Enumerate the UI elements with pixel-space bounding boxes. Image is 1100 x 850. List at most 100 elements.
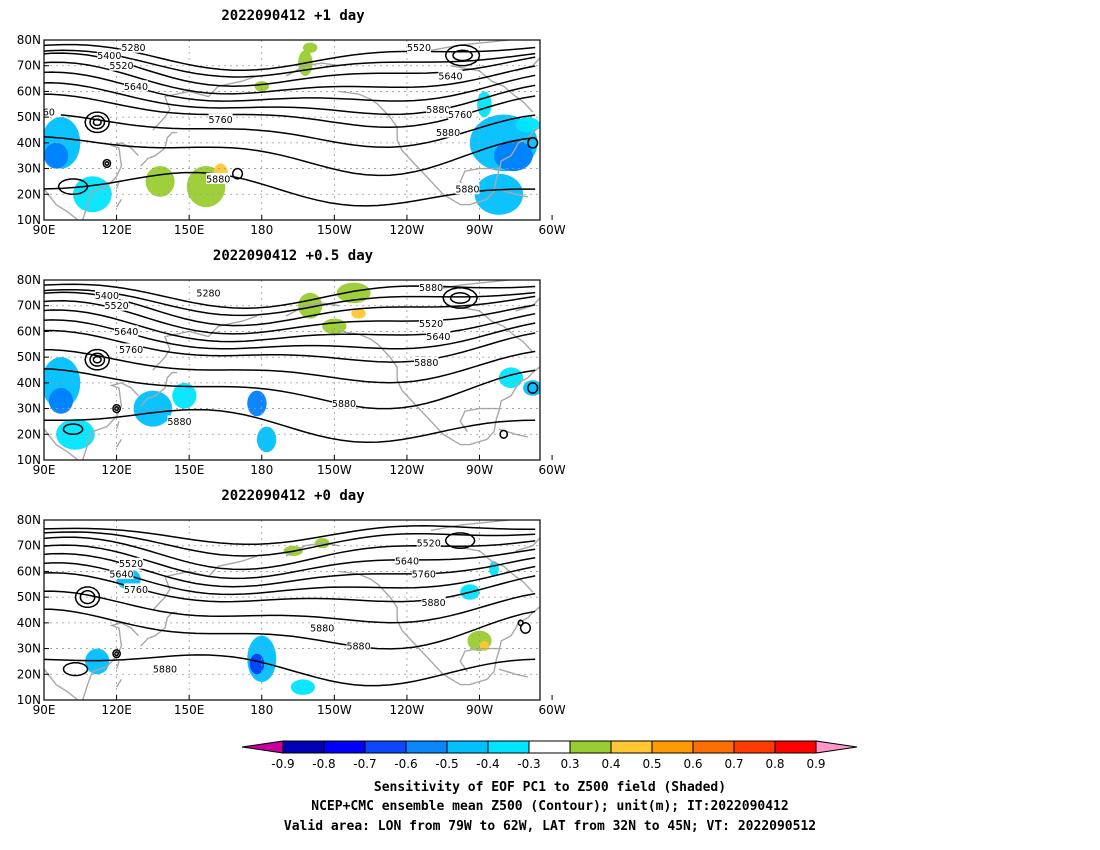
lon-tick-label: 120E [101, 223, 132, 237]
contour-line-15 [442, 287, 478, 309]
contour-label: 5880 [419, 283, 443, 294]
colorbar-tick-label: -0.4 [476, 757, 499, 771]
coast-segment-7 [339, 330, 498, 446]
contour-line-10 [84, 348, 111, 371]
contour-label-bg [419, 281, 444, 293]
lon-tick-label: 60W [539, 703, 566, 717]
map-panel-plus-0-5-day: 2022090412 +0.5 day 5400 5280 5520 5640 5760… [17, 248, 566, 477]
contour-line-16 [449, 292, 471, 304]
contour-label-bg [455, 183, 480, 195]
panel-title: 2022090412 +0 day [221, 488, 365, 504]
coast-segment-5 [116, 199, 122, 208]
lon-tick-label: 120W [390, 223, 425, 237]
contour-label-bg [421, 596, 446, 608]
lat-tick-label: 20N [17, 187, 41, 201]
coast-segment-0 [44, 668, 79, 700]
contour-label: 5880 [310, 624, 334, 635]
shade-blob-3 [249, 653, 265, 675]
colorbar-swatch [692, 740, 735, 754]
coast-segment-13 [430, 40, 509, 51]
lat-tick-label: 80N [17, 273, 41, 287]
contour-label: 5640 [438, 72, 462, 83]
contour-line-7 [44, 590, 536, 624]
coast-segment-13 [430, 280, 509, 291]
colorbar: -0.9 -0.8 -0.7 -0.6 -0.5 -0.4 -0.3 0.3 0.4 0.5 0.6… [241, 740, 858, 771]
contour-line-17 [527, 137, 539, 149]
lat-tick-label: 30N [17, 642, 41, 656]
contour-line-13 [114, 651, 120, 657]
shade-blob-8 [336, 282, 371, 304]
lon-tick-label: 90E [33, 463, 56, 477]
contour-line-6 [44, 329, 536, 363]
lat-tick-label: 80N [17, 33, 41, 47]
contour-label-bg [97, 49, 122, 61]
colorbar-swatch [651, 740, 694, 754]
contour-line-17 [527, 382, 539, 394]
z500-contours [44, 283, 539, 444]
lat-tick-label: 70N [17, 59, 41, 73]
coast-segment-12 [515, 536, 540, 552]
lon-tick-label: 150W [317, 703, 352, 717]
contour-line-18 [499, 429, 509, 439]
lat-tick-label: 60N [17, 84, 41, 98]
contour-label-bg [114, 325, 139, 337]
colorbar-tick-label: -0.6 [394, 757, 417, 771]
coast-segment-1 [82, 382, 139, 460]
map-frame [43, 519, 541, 701]
colorbar-swatch [528, 740, 571, 754]
coast-segment-8 [495, 365, 540, 420]
contour-label-bg [36, 106, 61, 117]
contour-label: 5760 [209, 115, 233, 126]
coast-segment-4 [115, 661, 120, 670]
contour-line-10 [84, 111, 111, 134]
colorbar-tick-label: -0.9 [271, 757, 294, 771]
contour-label: 5280 [196, 288, 220, 299]
contour-label-bg [123, 80, 148, 92]
contour-label: 5520 [407, 43, 431, 54]
contour-line-16 [517, 619, 524, 627]
coast-segment-1 [82, 622, 139, 700]
colorbar-right-arrow [815, 740, 858, 754]
panel-title: 2022090412 +0.5 day [213, 248, 374, 264]
colorbar-tick-label: -0.3 [517, 757, 540, 771]
contour-label: 5880 [153, 665, 177, 676]
shade-blob-13 [477, 91, 492, 118]
contour-label-bg [196, 286, 221, 298]
shade-blob-5 [247, 390, 267, 417]
shade-blob-11 [474, 173, 524, 215]
contour-label-bg [104, 299, 129, 311]
contour-line-9 [44, 654, 536, 687]
contour-label-bg [94, 289, 119, 301]
grid-lines [44, 280, 540, 460]
contour-label: 5400 [97, 51, 121, 62]
colorbar-tick-label: 0.9 [806, 757, 825, 771]
coast-segment-13 [430, 520, 509, 531]
contour-label: 5760 [124, 585, 148, 596]
contour-label: 5880 [167, 417, 191, 428]
contour-label: 5640 [114, 327, 138, 338]
lon-tick-label: 120W [390, 463, 425, 477]
contour-line-1 [44, 49, 536, 78]
colorbar-tick-label: -0.5 [435, 757, 458, 771]
contour-line-3 [44, 61, 536, 95]
contour-label: 5640 [426, 332, 450, 343]
lon-tick-label: 90W [466, 463, 493, 477]
contour-label-bg [407, 41, 432, 53]
coast-segment-10 [498, 188, 529, 198]
coast-segment-7 [339, 570, 498, 686]
colorbar-tick-label: 0.8 [765, 757, 784, 771]
contour-label: 5880 [332, 399, 356, 410]
contour-line-1 [44, 288, 536, 317]
shade-blob-4 [172, 382, 197, 409]
map-frame [43, 279, 541, 461]
contour-label: 5640 [395, 557, 419, 568]
caption-line-1: Sensitivity of EOF PC1 to Z500 field (Sh… [374, 780, 726, 795]
shade-blob-1 [48, 388, 74, 414]
contour-line-13 [102, 158, 112, 168]
contour-line-14 [114, 406, 120, 412]
lon-tick-label: 60W [539, 463, 566, 477]
contour-line-5 [44, 82, 536, 116]
lon-tick-label: 180 [250, 463, 273, 477]
